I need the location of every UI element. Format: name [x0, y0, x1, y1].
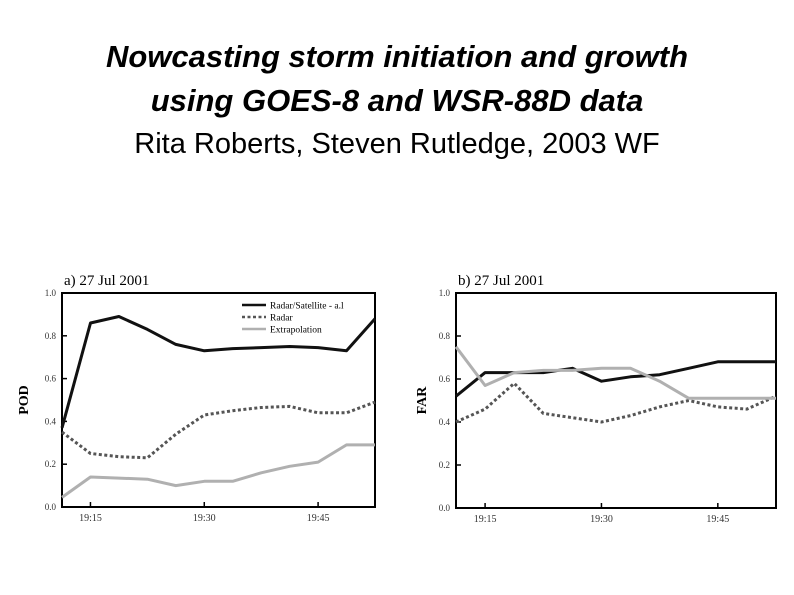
chart-a-legend-label: Extrapolation: [270, 326, 322, 336]
chart-b-y-tick-label: 0.8: [439, 331, 451, 341]
chart-b-series-radar: [455, 381, 777, 424]
chart-a-y-tick-label: 0.8: [45, 331, 57, 341]
chart-a-y-tick-label: 0.0: [45, 502, 57, 512]
chart-b-series-radar-satellite-a-l: [455, 360, 776, 398]
chart-b-y-tick-label: 0.4: [439, 417, 451, 427]
chart-a-y-axis-label: POD: [17, 385, 32, 415]
chart-a-x-tick-label: 19:30: [193, 513, 216, 524]
slide-subtitle: Rita Roberts, Steven Rutledge, 2003 WF: [134, 128, 660, 160]
chart-b-series-extrapolation: [454, 345, 776, 400]
chart-a-y-tick-label: 0.4: [45, 416, 57, 426]
chart-a-legend-label: Radar/Satellite - a.l: [270, 302, 344, 312]
chart-a-x-tick-label: 19:45: [307, 513, 330, 524]
chart-b-y-tick-label: 0.2: [439, 460, 450, 470]
chart-a-legend-label: Radar: [270, 314, 294, 324]
chart-a-pod: a) 27 Jul 2001 POD 0.0 0.2 0.4 0.6 0.8 1.0 19:15…: [17, 273, 377, 524]
chart-a-y-tick-label: 0.2: [45, 459, 56, 469]
chart-b-panel-label: b) 27 Jul 2001: [458, 273, 544, 289]
slide-title-line-1: Nowcasting storm initiation and growth: [105, 39, 689, 74]
chart-b-plot-frame: [455, 292, 777, 509]
chart-b-y-axis-label: FAR: [415, 386, 430, 415]
chart-a-y-tick-label: 0.6: [45, 374, 57, 384]
chart-a-y-tick-label: 1.0: [45, 288, 57, 298]
chart-a-series-radar: [61, 400, 376, 460]
chart-b-x-tick-label: 19:45: [706, 514, 729, 525]
chart-b-y-tick-label: 1.0: [439, 288, 451, 298]
slide-title-line-2: using GOES-8 and WSR-88D data: [150, 83, 644, 118]
chart-b-x-tick-label: 19:15: [474, 514, 497, 525]
chart-b-y-tick-label: 0.0: [439, 503, 451, 513]
chart-a-plot-frame: [61, 292, 376, 508]
chart-a-series-radar-satellite-a-l: [60, 315, 377, 429]
chart-b-y-tick-label: 0.6: [439, 374, 451, 384]
chart-a-x-tick-label: 19:15: [79, 513, 102, 524]
chart-b-far: b) 27 Jul 2001 FAR 0.0 0.2 0.4 0.6 0.8 1.0 19:15…: [415, 273, 777, 525]
chart-a-panel-label: a) 27 Jul 2001: [64, 273, 149, 289]
chart-a-series-extrapolation: [61, 443, 375, 499]
chart-b-x-tick-label: 19:30: [590, 514, 613, 525]
